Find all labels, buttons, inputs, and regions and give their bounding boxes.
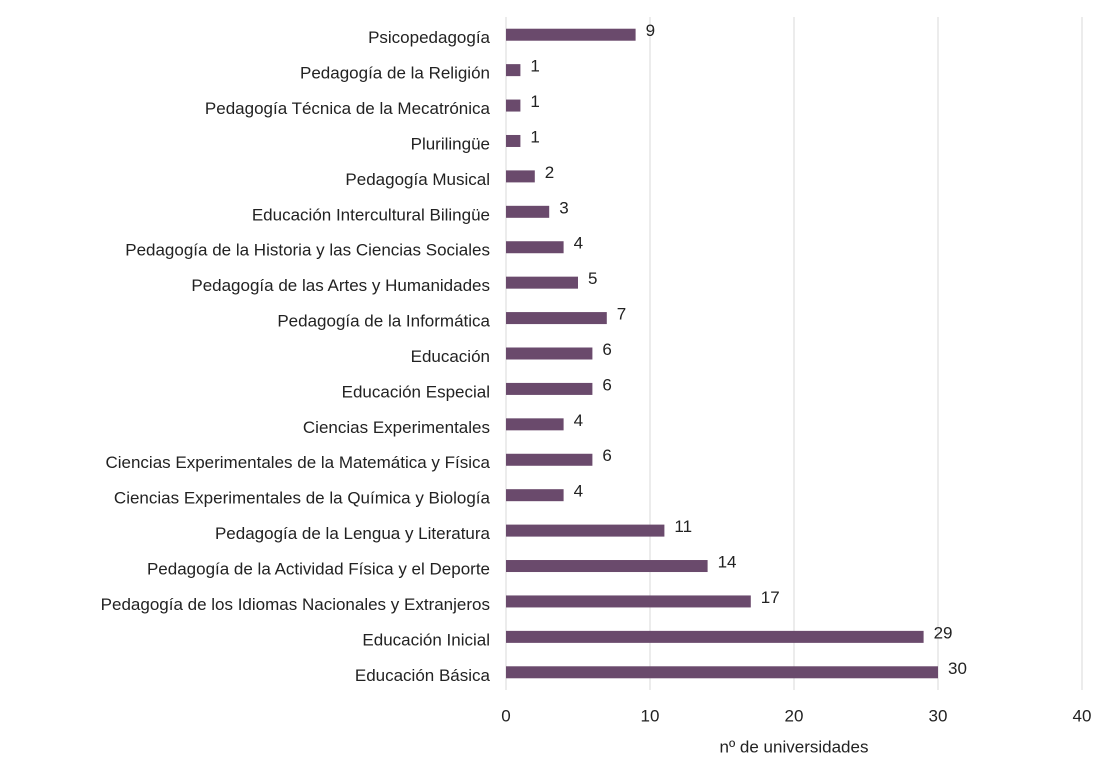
bar (506, 418, 564, 431)
data-label: 3 (559, 198, 568, 217)
bar (506, 347, 593, 360)
bar (506, 382, 593, 395)
x-tick-label: 30 (929, 706, 948, 725)
data-label: 30 (948, 659, 967, 678)
data-label: 29 (934, 623, 953, 642)
bar (506, 134, 521, 147)
bar (506, 595, 751, 608)
y-tick-label: Educación Inicial (362, 630, 490, 649)
data-label: 6 (602, 340, 611, 359)
y-tick-label: Pedagogía Técnica de la Mecatrónica (205, 99, 491, 118)
data-label: 4 (574, 482, 583, 501)
y-tick-label: Pedagogía de la Historia y las Ciencias … (125, 241, 490, 260)
y-tick-label: Psicopedagogía (368, 28, 490, 47)
data-label: 1 (530, 57, 539, 76)
data-label: 1 (530, 127, 539, 146)
y-tick-label: Educación Especial (342, 382, 490, 401)
x-tick-label: 10 (641, 706, 660, 725)
data-label: 14 (718, 553, 737, 572)
y-tick-label: Ciencias Experimentales (303, 418, 490, 437)
y-tick-label: Educación (411, 347, 490, 366)
x-tick-label: 0 (501, 706, 510, 725)
y-tick-label: Pedagogía de los Idiomas Nacionales y Ex… (101, 595, 490, 614)
data-label: 6 (602, 446, 611, 465)
y-tick-label: Pedagogía Musical (345, 170, 490, 189)
bar (506, 560, 708, 573)
data-label: 5 (588, 269, 597, 288)
bar (506, 312, 607, 325)
data-label: 4 (574, 411, 583, 430)
y-tick-label: Pedagogía de la Lengua y Literatura (215, 524, 491, 543)
bar (506, 241, 564, 254)
data-label: 2 (545, 163, 554, 182)
bar (506, 489, 564, 502)
bar (506, 170, 535, 183)
data-label: 17 (761, 588, 780, 607)
bar (506, 64, 521, 77)
y-tick-label: Pedagogía de la Informática (277, 312, 490, 331)
data-label: 9 (646, 21, 655, 40)
bar (506, 453, 593, 466)
bar (506, 630, 924, 643)
bar (506, 666, 938, 679)
x-tick-label: 40 (1073, 706, 1092, 725)
data-label: 7 (617, 305, 626, 324)
data-label: 1 (530, 92, 539, 111)
y-tick-label: Educación Básica (355, 666, 491, 685)
bar (506, 99, 521, 112)
data-label: 6 (602, 375, 611, 394)
y-tick-label: Pedagogía de la Actividad Física y el De… (147, 560, 490, 579)
bar (506, 276, 578, 289)
y-tick-label: Pedagogía de las Artes y Humanidades (191, 276, 490, 295)
x-axis-label: nº de universidades (720, 737, 869, 756)
y-tick-label: Ciencias Experimentales de la Química y … (114, 489, 491, 508)
bar (506, 28, 636, 41)
y-tick-label: Educación Intercultural Bilingüe (252, 205, 490, 224)
data-label: 4 (574, 234, 583, 253)
data-label: 11 (674, 517, 692, 536)
y-tick-label: Plurilingüe (411, 134, 490, 153)
y-tick-label: Ciencias Experimentales de la Matemática… (105, 453, 490, 472)
x-tick-label: 20 (785, 706, 804, 725)
bar (506, 524, 665, 537)
bar (506, 205, 550, 218)
y-tick-label: Pedagogía de la Religión (300, 64, 490, 83)
